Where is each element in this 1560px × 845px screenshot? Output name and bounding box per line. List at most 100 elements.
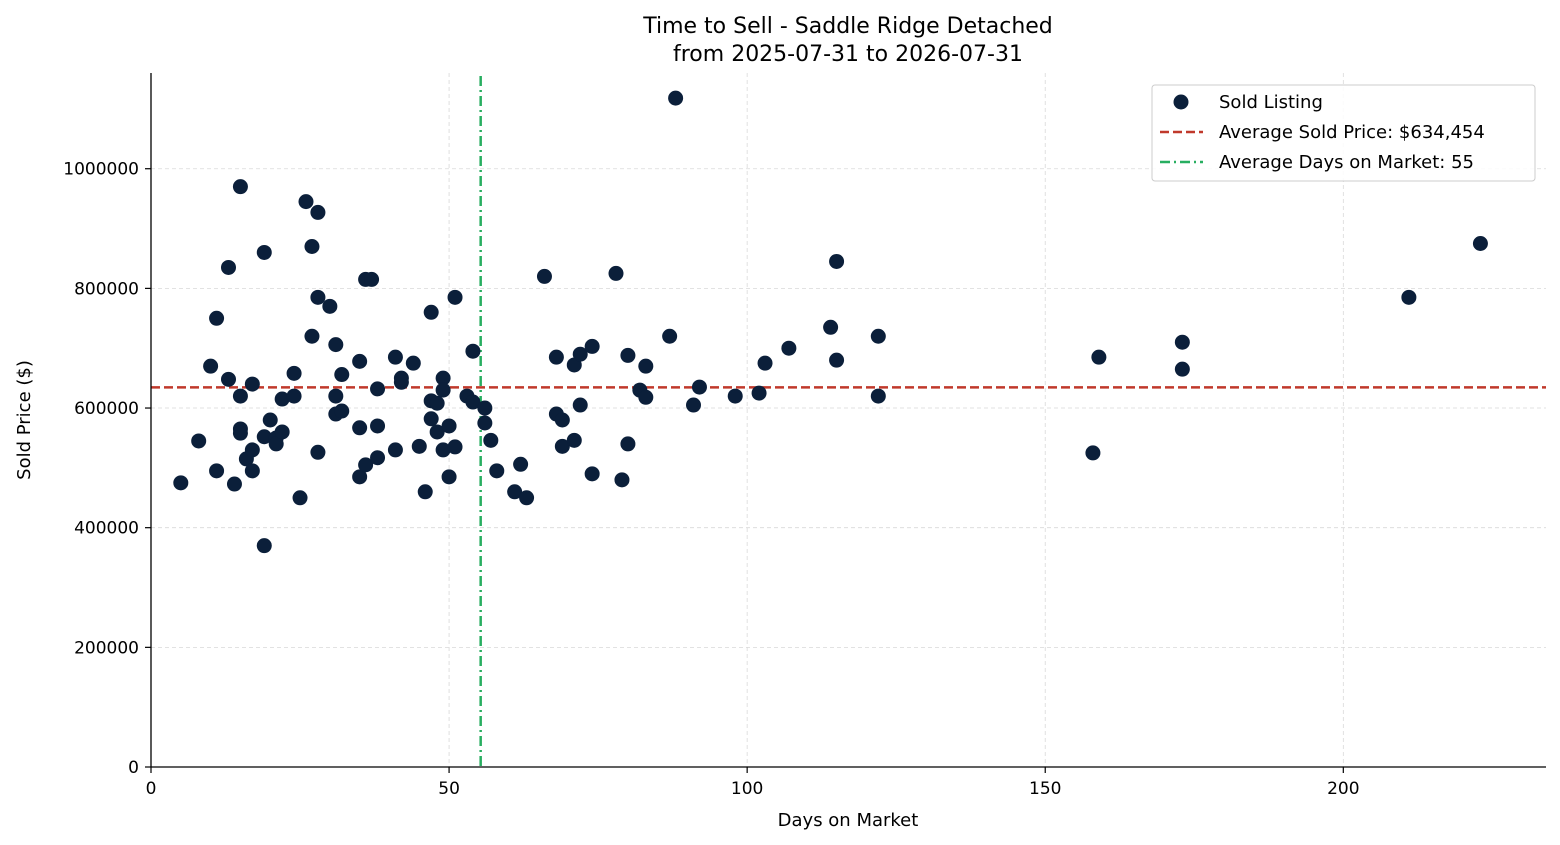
data-point [364, 271, 380, 287]
data-point [1401, 289, 1417, 305]
data-point [358, 457, 374, 473]
data-point [584, 466, 600, 482]
y-axis-label: Sold Price ($) [14, 360, 35, 480]
data-point [232, 388, 248, 404]
legend: Sold Listing Average Sold Price: $634,45… [1151, 84, 1536, 182]
data-point [548, 349, 564, 365]
data-point [465, 343, 481, 359]
y-tick-label: 400000 [74, 519, 139, 539]
data-point [608, 265, 624, 281]
data-point [352, 469, 368, 485]
data-point [417, 484, 433, 500]
data-point [566, 432, 582, 448]
legend-marker-points [1173, 94, 1189, 110]
data-point [620, 347, 636, 363]
data-point [435, 442, 451, 458]
data-point [244, 442, 260, 458]
data-point [429, 395, 445, 411]
data-point [411, 438, 427, 454]
data-point [244, 376, 260, 392]
data-point [393, 374, 409, 390]
data-point [554, 412, 570, 428]
data-point [352, 420, 368, 436]
x-tick-label: 0 [146, 779, 157, 799]
data-point [298, 194, 314, 210]
data-point [435, 370, 451, 386]
legend-box [1151, 84, 1536, 182]
legend-label-points: Sold Listing [1219, 92, 1323, 113]
data-point [203, 358, 219, 374]
data-point [1091, 349, 1107, 365]
data-point [387, 442, 403, 458]
data-point [370, 418, 386, 434]
data-point [1085, 445, 1101, 461]
data-point [226, 476, 242, 492]
data-point [614, 472, 630, 488]
data-point [829, 352, 845, 368]
data-point [429, 424, 445, 440]
data-point [477, 400, 493, 416]
data-point [620, 436, 636, 452]
data-point [668, 90, 684, 106]
y-tick-label: 800000 [74, 279, 139, 299]
data-point [513, 456, 529, 472]
data-point [691, 379, 707, 395]
data-point [304, 239, 320, 254]
data-point [274, 424, 290, 440]
data-point [256, 244, 272, 260]
data-point [322, 298, 338, 314]
data-point [572, 397, 588, 413]
data-point [423, 304, 439, 320]
data-point [274, 391, 290, 407]
data-point [310, 204, 326, 220]
data-points [173, 90, 1488, 554]
data-point [310, 444, 326, 460]
data-point [447, 439, 463, 455]
data-point [638, 389, 654, 405]
data-point [483, 432, 499, 448]
data-point [328, 388, 344, 404]
data-point [823, 319, 839, 335]
data-point [584, 338, 600, 354]
data-point [447, 289, 463, 305]
data-point [286, 365, 302, 381]
data-point [465, 394, 481, 410]
data-point [232, 425, 248, 441]
data-point [405, 355, 421, 371]
data-point [477, 415, 493, 431]
data-point [751, 385, 767, 401]
data-point [686, 397, 701, 413]
data-point [370, 450, 386, 466]
data-point [489, 463, 505, 479]
data-point [554, 438, 570, 454]
y-tick-label: 600000 [74, 399, 139, 419]
data-point [209, 310, 225, 326]
data-point [1174, 334, 1190, 350]
data-point [209, 463, 225, 479]
data-point [441, 469, 457, 485]
y-tick-label: 200000 [74, 638, 139, 658]
data-point [173, 475, 189, 491]
data-point [507, 484, 523, 500]
data-point [638, 358, 654, 374]
data-point [370, 381, 386, 397]
x-axis-label: Days on Market [778, 810, 919, 831]
data-point [286, 388, 302, 404]
x-tick-label: 100 [731, 779, 763, 799]
data-point [519, 490, 535, 506]
axes [150, 73, 1546, 768]
data-point [262, 412, 278, 428]
data-point [781, 340, 797, 356]
chart-subtitle: from 2025-07-31 to 2026-07-31 [673, 42, 1023, 67]
data-point [1174, 361, 1190, 377]
data-point [244, 463, 260, 479]
data-point [256, 429, 272, 445]
data-point [334, 403, 350, 419]
legend-label-avg-price: Average Sold Price: $634,454 [1219, 122, 1485, 143]
data-point [304, 328, 320, 344]
data-point [334, 367, 350, 383]
data-point [387, 349, 403, 365]
data-point [870, 328, 886, 344]
chart-title: Time to Sell - Saddle Ridge Detached [642, 14, 1053, 39]
